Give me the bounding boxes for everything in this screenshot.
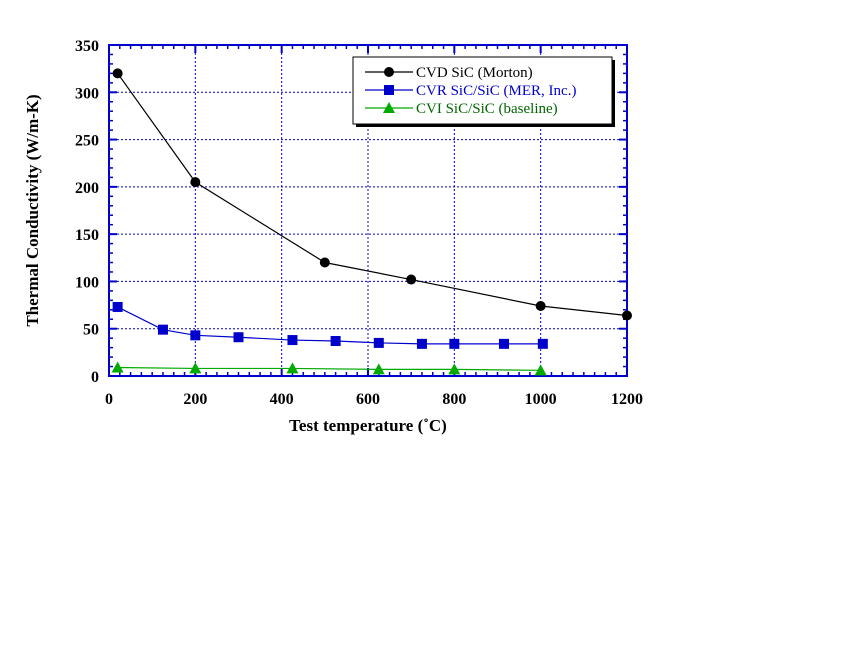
data-point-triangle — [286, 362, 299, 374]
y-tick-label: 150 — [75, 227, 99, 244]
legend: CVD SiC (Morton) CVR SiC/SiC (MER, Inc.) C… — [352, 56, 615, 127]
x-tick-label: 400 — [270, 391, 294, 408]
x-tick-label: 1000 — [525, 391, 557, 408]
data-point-circle — [112, 68, 123, 79]
data-point-triangle — [534, 364, 547, 376]
data-point-square — [287, 335, 298, 346]
x-tick-label: 600 — [356, 391, 380, 408]
data-point-triangle — [383, 102, 395, 113]
data-point-circle — [190, 177, 201, 188]
data-point-square — [537, 338, 548, 349]
x-tick-label: 1200 — [611, 391, 643, 408]
data-point-triangle — [189, 362, 202, 374]
legend-items: CVD SiC (Morton) CVR SiC/SiC (MER, Inc.) C… — [365, 65, 576, 117]
tick-labels: 0 200 400 600 800 1000 1200 0 50 100 150 200 250 300 3… — [75, 38, 643, 408]
data-point-square — [112, 301, 123, 312]
legend-label: CVI SiC/SiC (baseline) — [416, 101, 558, 117]
x-axis-title: Test temperature (˚C) — [289, 416, 447, 435]
data-point-square — [190, 330, 201, 341]
data-point-square — [416, 338, 427, 349]
data-point-triangle — [372, 363, 385, 375]
data-point-circle — [384, 67, 394, 77]
data-point-triangle — [448, 363, 461, 375]
data-point-square — [157, 324, 168, 335]
series-line — [117, 306, 543, 345]
plot-frame — [108, 44, 628, 377]
x-tick-label: 800 — [442, 391, 466, 408]
series-3 — [111, 361, 547, 376]
y-tick-label: 0 — [91, 369, 99, 386]
data-point-square — [384, 85, 394, 95]
y-tick-label: 200 — [75, 180, 99, 197]
y-axis-title: Thermal Conductivity (W/m-K) — [23, 94, 42, 326]
series-2 — [112, 301, 548, 349]
y-tick-label: 100 — [75, 274, 99, 291]
data-point-triangle — [111, 361, 124, 373]
y-tick-label: 300 — [75, 85, 99, 102]
legend-entry: CVR SiC/SiC (MER, Inc.) — [365, 83, 576, 99]
series-1 — [112, 68, 632, 321]
legend-label: CVD SiC (Morton) — [416, 65, 533, 81]
series-line — [117, 366, 541, 371]
y-tick-label: 250 — [75, 133, 99, 150]
legend-entry: CVD SiC (Morton) — [365, 65, 533, 81]
data-series — [111, 68, 632, 376]
data-point-circle — [535, 301, 546, 312]
data-point-square — [449, 338, 460, 349]
data-point-circle — [406, 274, 417, 285]
data-point-square — [330, 336, 341, 347]
data-point-circle — [622, 310, 632, 321]
series-line — [117, 73, 628, 317]
grid-lines — [109, 45, 627, 376]
x-tick-label: 200 — [183, 391, 207, 408]
data-point-square — [233, 332, 244, 343]
data-point-square — [373, 337, 384, 348]
y-tick-label: 50 — [83, 322, 99, 339]
data-point-square — [498, 338, 509, 349]
legend-label: CVR SiC/SiC (MER, Inc.) — [416, 83, 576, 99]
x-tick-label: 0 — [105, 391, 113, 408]
legend-entry: CVI SiC/SiC (baseline) — [365, 101, 558, 117]
y-tick-label: 350 — [75, 38, 99, 55]
data-point-circle — [319, 257, 330, 268]
